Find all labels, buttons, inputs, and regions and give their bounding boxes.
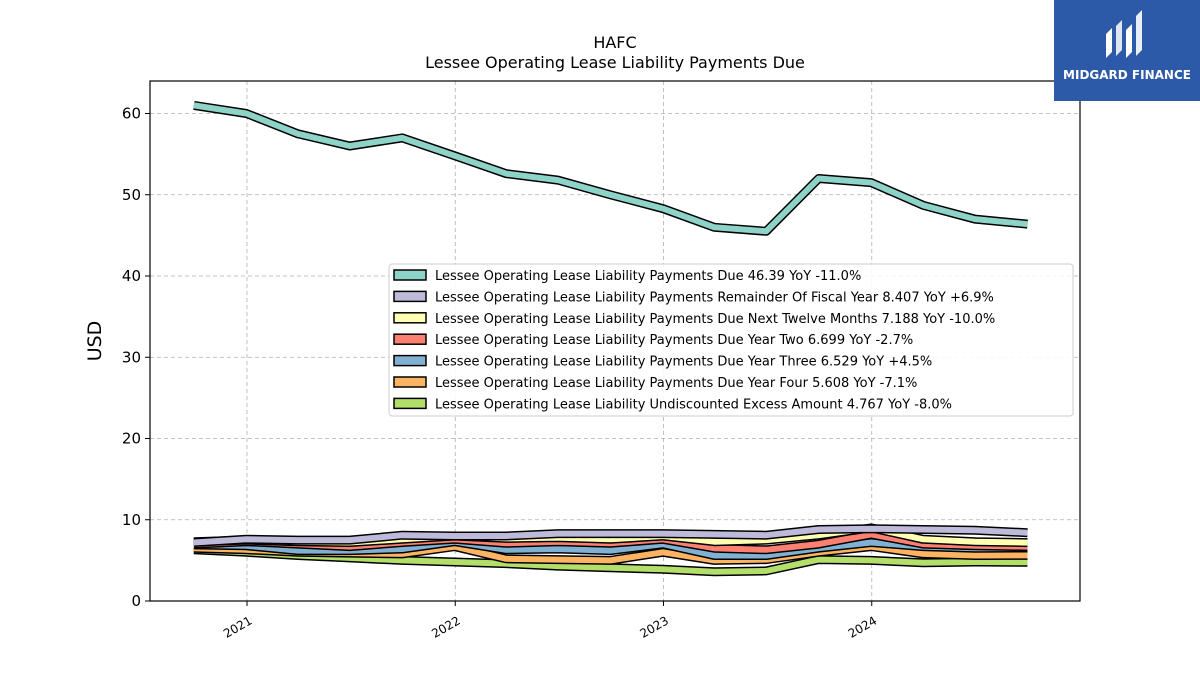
- legend-swatch: [393, 354, 427, 367]
- legend-entry: Lessee Operating Lease Liability Payment…: [435, 376, 917, 391]
- legend-swatch: [393, 376, 427, 388]
- legend-swatch: [393, 333, 427, 345]
- y-tick-label: 60: [122, 105, 141, 123]
- brand-logo: MIDGARD FINANCE: [1054, 0, 1200, 101]
- chart-subtitle: Lessee Operating Lease Liability Payment…: [425, 53, 805, 72]
- legend-entry: Lessee Operating Lease Liability Payment…: [435, 312, 995, 327]
- legend-entry: Lessee Operating Lease Liability Undisco…: [435, 397, 952, 412]
- legend-swatch: [393, 312, 427, 324]
- legend-entry: Lessee Operating Lease Liability Payment…: [435, 333, 913, 348]
- y-tick-label: 20: [122, 430, 141, 448]
- chart-title: HAFC: [593, 33, 636, 52]
- x-tick-label: 2023: [638, 613, 671, 640]
- legend-entry: Lessee Operating Lease Liability Payment…: [435, 290, 994, 305]
- series-line-fill: [193, 102, 1028, 235]
- series-line-outline: [193, 100, 1028, 236]
- series-line: [193, 100, 1028, 236]
- series-line-fill: [193, 525, 1028, 546]
- y-tick-label: 0: [131, 592, 141, 610]
- series-layer: [193, 100, 1028, 577]
- plot-frame: [149, 80, 1081, 602]
- x-axis: 2021 2022 2023 2024: [221, 601, 879, 641]
- legend-entry: Lessee Operating Lease Liability Payment…: [435, 269, 861, 284]
- series-line: [193, 524, 1028, 547]
- series-line-fill: [193, 538, 1028, 559]
- legend-swatch: [393, 290, 427, 303]
- logo-text: MIDGARD FINANCE: [1063, 68, 1191, 82]
- y-tick-label: 50: [122, 186, 141, 204]
- y-tick-label: 40: [122, 267, 141, 285]
- legend: Lessee Operating Lease Liability Payment…: [388, 263, 1074, 417]
- x-tick-label: 2024: [846, 613, 879, 640]
- logo-mark-icon: [1106, 10, 1142, 58]
- legend-entry: Lessee Operating Lease Liability Payment…: [435, 355, 932, 370]
- legend-box: [388, 263, 1074, 417]
- series-line: [193, 537, 1028, 560]
- y-axis: 0 10 20 30 40 50 60: [122, 105, 150, 610]
- y-tick-label: 10: [122, 511, 141, 529]
- x-tick-label: 2021: [221, 613, 254, 640]
- y-axis-label: USD: [84, 321, 106, 362]
- legend-swatch: [393, 397, 427, 410]
- y-tick-label: 30: [122, 348, 141, 366]
- legend-swatch: [393, 269, 427, 281]
- x-tick-label: 2022: [429, 613, 462, 640]
